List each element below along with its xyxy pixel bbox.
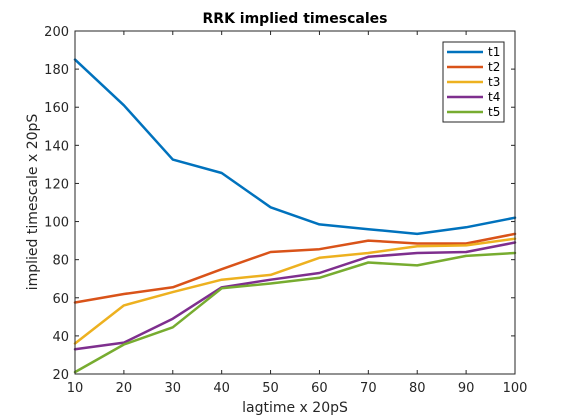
x-tick-label: 50 <box>262 381 279 396</box>
series-line-t3 <box>73 237 517 345</box>
y-tick-label: 160 <box>44 101 69 116</box>
legend-label-t3: t3 <box>488 75 500 89</box>
axes-box <box>74 30 516 375</box>
y-tick-label: 140 <box>44 139 69 154</box>
y-tick-label: 180 <box>44 63 69 78</box>
x-tick-label: 40 <box>213 381 230 396</box>
x-tick-label: 80 <box>409 381 426 396</box>
x-axis-title: lagtime x 20pS <box>242 400 348 416</box>
y-tick-label: 40 <box>52 330 69 345</box>
legend-label-t2: t2 <box>488 60 500 74</box>
x-tick-label: 30 <box>165 381 182 396</box>
series-line-t5 <box>73 251 517 374</box>
x-tick-label: 10 <box>67 381 84 396</box>
axes-layer <box>74 30 516 375</box>
x-tick-label: 100 <box>503 381 528 396</box>
y-tick-label: 20 <box>52 368 69 383</box>
series-line-t2 <box>73 232 517 304</box>
y-tick-label: 60 <box>52 292 69 307</box>
legend-label-t5: t5 <box>488 105 500 119</box>
y-tick-label: 80 <box>52 254 69 269</box>
y-tick-label: 120 <box>44 177 69 192</box>
series-layer <box>73 58 517 374</box>
ticks-layer: 10 20 30 40 50 60 70 80 90 1002040608010012014016… <box>44 25 527 396</box>
y-tick-label: 200 <box>44 25 69 40</box>
x-tick-label: 60 <box>311 381 328 396</box>
legend-label-t4: t4 <box>488 90 500 104</box>
y-tick-label: 100 <box>44 216 69 231</box>
plot-area <box>75 31 515 374</box>
x-tick-label: 90 <box>458 381 475 396</box>
x-tick-label: 20 <box>116 381 133 396</box>
y-axis-title: implied timescale x 20pS <box>25 114 41 291</box>
series-line-t4 <box>73 241 517 351</box>
x-tick-label: 70 <box>360 381 377 396</box>
chart-title: RRK implied timescales <box>203 11 388 27</box>
series-line-t1 <box>73 58 517 236</box>
legend-label-t1: t1 <box>488 45 500 59</box>
